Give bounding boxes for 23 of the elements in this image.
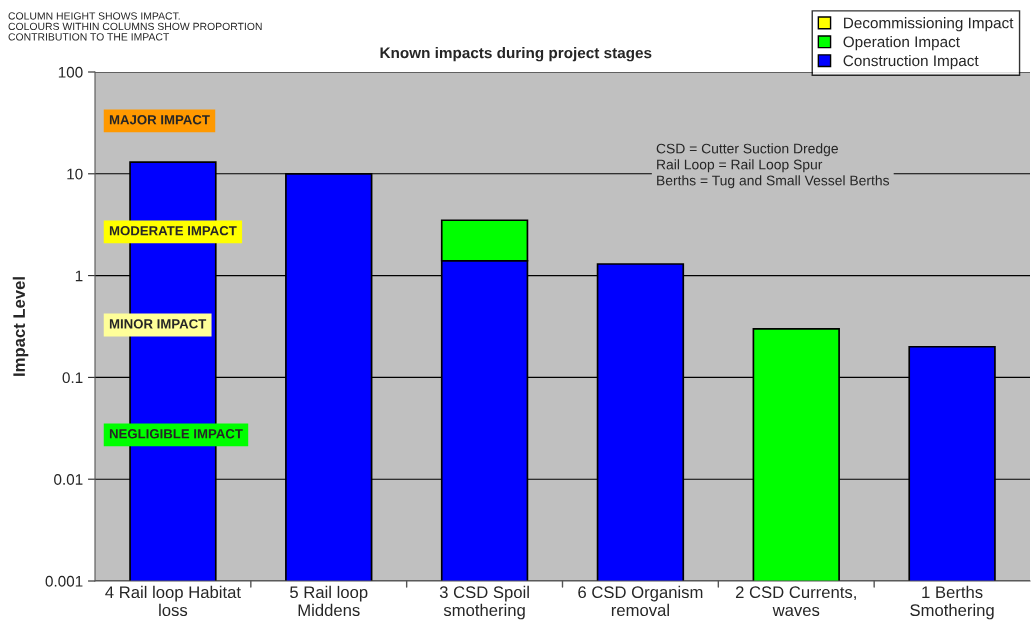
x-tick-label: 5 Rail loop Middens	[290, 585, 368, 617]
x-tick-label: 1 Berths Smothering	[910, 585, 994, 620]
annotation: NEGLIGIBLE IMPACT	[109, 429, 243, 439]
x-tick-label: 2 CSD Currents, waves	[735, 586, 856, 617]
y-tick-label: 1	[75, 270, 83, 282]
legend-label: Construction Impact	[843, 54, 979, 70]
text: COLUMN HEIGHT SHOWS IMPACT. COLOURS WITHIN COLUMNS SHOW PROPORTION CONTRIBUTION TO THE IMPACT	[8, 12, 262, 41]
legend-label: Decommissioning Impact	[844, 17, 1014, 32]
y-tick-label: 0.01	[54, 474, 83, 485]
y-tick-label: 100	[58, 66, 83, 78]
annotation: CSD = Cutter Suction Dredge Rail Loop = Rail Loop Spur Berths = Tug and Small Vessel Berths	[656, 143, 890, 189]
annotation: MINOR IMPACT	[109, 319, 207, 329]
y-tick-label: 10	[67, 168, 83, 180]
chart-title: Known impacts during project stages	[380, 47, 652, 62]
legend-label: Operation Impact	[843, 36, 960, 51]
annotation: MAJOR IMPACT	[109, 115, 210, 125]
x-tick-label: 3 CSD Spoil smothering	[439, 585, 529, 620]
x-tick-label: 4 Rail loop Habitat loss	[105, 585, 241, 617]
y-tick-label: 0.1	[62, 372, 83, 384]
y-axis-title: Impact Level	[12, 277, 29, 376]
y-tick-label: 0.001	[45, 575, 83, 587]
annotation: MODERATE IMPACT	[109, 226, 237, 236]
x-tick-label: 6 CSD Organism removal	[578, 585, 703, 617]
